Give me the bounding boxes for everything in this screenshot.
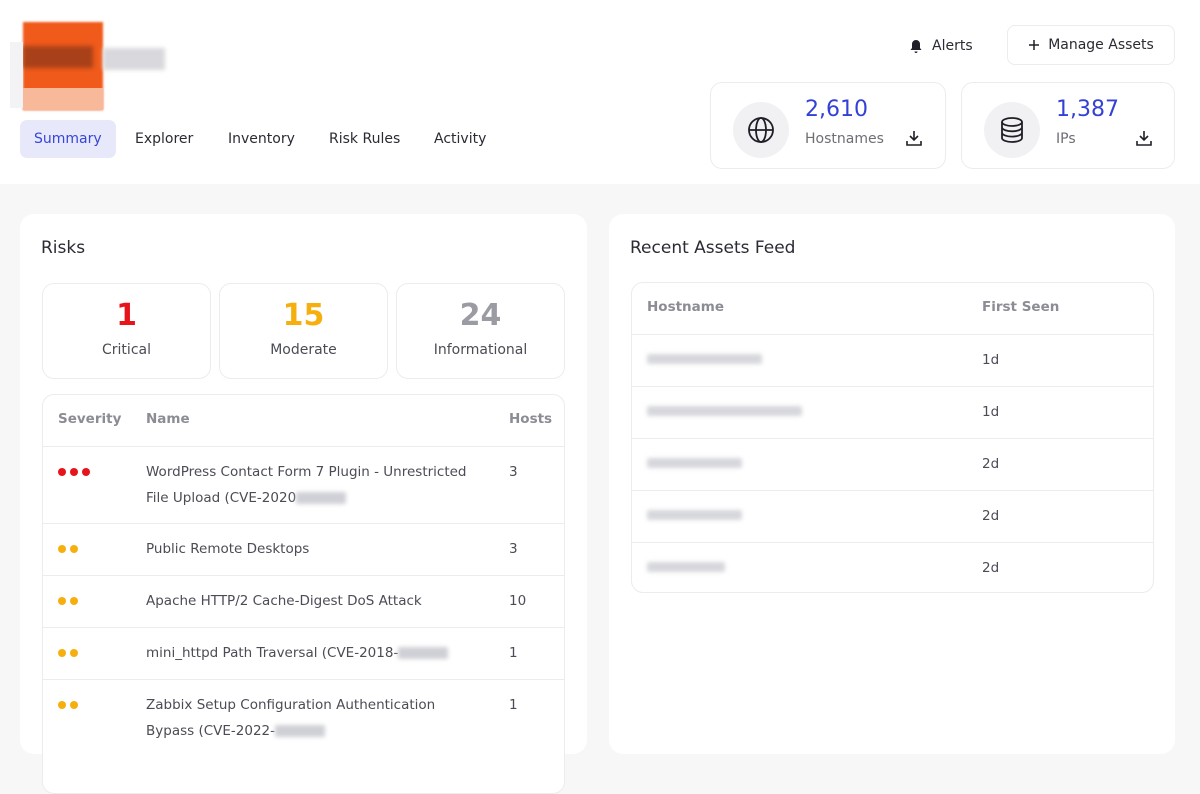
nav-tab[interactable]: Explorer xyxy=(135,131,194,147)
page: Summary Explorer Inventory Risk Rules Activi… xyxy=(10,22,1175,794)
row-divider xyxy=(632,386,1153,387)
host-count: 10 xyxy=(509,593,527,609)
stat-label: IPs xyxy=(1056,131,1076,147)
feed-panel: Recent Assets Feed Hostname First Seen 1d 1… xyxy=(609,214,1175,754)
manage-assets-button[interactable]: Manage Assets xyxy=(1007,25,1175,65)
bell-icon xyxy=(910,40,922,53)
row-divider xyxy=(43,523,564,524)
column-header: Hostname xyxy=(647,299,725,315)
stat-label: Hostnames xyxy=(805,131,884,147)
alerts-button[interactable]: Alerts xyxy=(908,34,973,58)
risk-name: Public Remote Desktops xyxy=(146,536,486,562)
plus-icon xyxy=(1029,40,1040,50)
first-seen: 1d xyxy=(982,404,1000,420)
row-divider xyxy=(632,490,1153,491)
risk-name: Zabbix Setup Configuration Authenticatio… xyxy=(146,692,486,744)
severity-dot xyxy=(58,649,66,657)
risks-table: Severity Name Hosts WordPress Contact Form … xyxy=(42,394,565,794)
risk-name-text: mini_httpd Path Traversal (CVE-2018- xyxy=(146,645,399,661)
risk-label: Informational xyxy=(433,342,528,358)
panel-title: Recent Assets Feed xyxy=(630,238,796,258)
nav-tab[interactable]: Inventory xyxy=(228,131,295,147)
row-divider xyxy=(43,679,564,680)
nav-tab[interactable]: Summary xyxy=(20,120,116,158)
severity-dot xyxy=(70,649,78,657)
column-header: Name xyxy=(146,411,190,427)
globe-icon xyxy=(733,102,789,158)
redacted xyxy=(296,492,347,504)
host-count: 1 xyxy=(509,697,518,713)
column-header: Hosts xyxy=(509,411,553,427)
redacted-hostname xyxy=(647,562,725,572)
severity-dot xyxy=(70,545,78,553)
severity-dots xyxy=(58,468,90,476)
first-seen: 2d xyxy=(982,456,1000,472)
manage-assets-label: Manage Assets xyxy=(1048,37,1154,53)
risk-name-text: Public Remote Desktops xyxy=(146,541,310,557)
redacted xyxy=(275,725,326,737)
first-seen: 2d xyxy=(982,508,1000,524)
severity-dot xyxy=(70,597,78,605)
risk-count: 24 xyxy=(459,298,502,333)
severity-dot xyxy=(70,468,78,476)
severity-dot xyxy=(70,701,78,709)
severity-dot xyxy=(58,545,66,553)
row-divider xyxy=(43,575,564,576)
severity-dot xyxy=(58,597,66,605)
redacted xyxy=(398,647,449,659)
redacted-hostname xyxy=(647,354,762,364)
severity-dots xyxy=(58,597,78,605)
download-icon[interactable] xyxy=(905,129,923,147)
risk-count: 15 xyxy=(282,298,325,333)
stat-card: 1,387 IPs xyxy=(961,82,1175,169)
host-count: 1 xyxy=(509,645,518,661)
severity-dots xyxy=(58,545,78,553)
risk-name-text: WordPress Contact Form 7 Plugin - Unrest… xyxy=(146,464,467,506)
row-divider xyxy=(632,334,1153,335)
download-icon[interactable] xyxy=(1135,129,1153,147)
severity-dots xyxy=(58,701,78,709)
column-header: Severity xyxy=(58,411,122,427)
risk-summary-card: 1 Critical xyxy=(42,283,211,379)
risk-summary-card: 15 Moderate xyxy=(219,283,388,379)
host-count: 3 xyxy=(509,464,518,480)
redacted-hostname xyxy=(647,406,802,416)
first-seen: 1d xyxy=(982,352,1000,368)
severity-dot xyxy=(58,701,66,709)
risk-name: Apache HTTP/2 Cache-Digest DoS Attack xyxy=(146,588,486,614)
risk-label: Moderate xyxy=(270,342,337,358)
column-header: First Seen xyxy=(982,299,1060,315)
risk-count: 1 xyxy=(116,298,137,333)
redacted-hostname xyxy=(647,458,742,468)
risk-name: mini_httpd Path Traversal (CVE-2018- xyxy=(146,640,486,666)
row-divider xyxy=(43,627,564,628)
feed-table: Hostname First Seen 1d 1d 2d 2d 2d xyxy=(631,282,1154,593)
panel-title: Risks xyxy=(41,238,86,258)
row-divider xyxy=(632,542,1153,543)
risk-label: Critical xyxy=(102,342,151,358)
nav-tab[interactable]: Risk Rules xyxy=(329,131,401,147)
database-icon xyxy=(984,102,1040,158)
stat-value: 1,387 xyxy=(1056,97,1119,122)
redacted-hostname xyxy=(647,510,742,520)
stat-card: 2,610 Hostnames xyxy=(710,82,946,169)
severity-dot xyxy=(82,468,90,476)
risk-summary-card: 24 Informational xyxy=(396,283,565,379)
risks-panel: Risks 1 Critical 15 Moderate 24 Informational… xyxy=(20,214,587,794)
row-divider xyxy=(632,438,1153,439)
stat-value: 2,610 xyxy=(805,97,868,122)
host-count: 3 xyxy=(509,541,518,557)
nav-tab[interactable]: Activity xyxy=(434,131,487,147)
alerts-label: Alerts xyxy=(932,38,973,54)
row-divider xyxy=(43,446,564,447)
logo xyxy=(10,22,166,110)
risk-name: WordPress Contact Form 7 Plugin - Unrest… xyxy=(146,459,486,511)
severity-dots xyxy=(58,649,78,657)
severity-dot xyxy=(58,468,66,476)
first-seen: 2d xyxy=(982,560,1000,576)
risk-name-text: Apache HTTP/2 Cache-Digest DoS Attack xyxy=(146,593,422,609)
